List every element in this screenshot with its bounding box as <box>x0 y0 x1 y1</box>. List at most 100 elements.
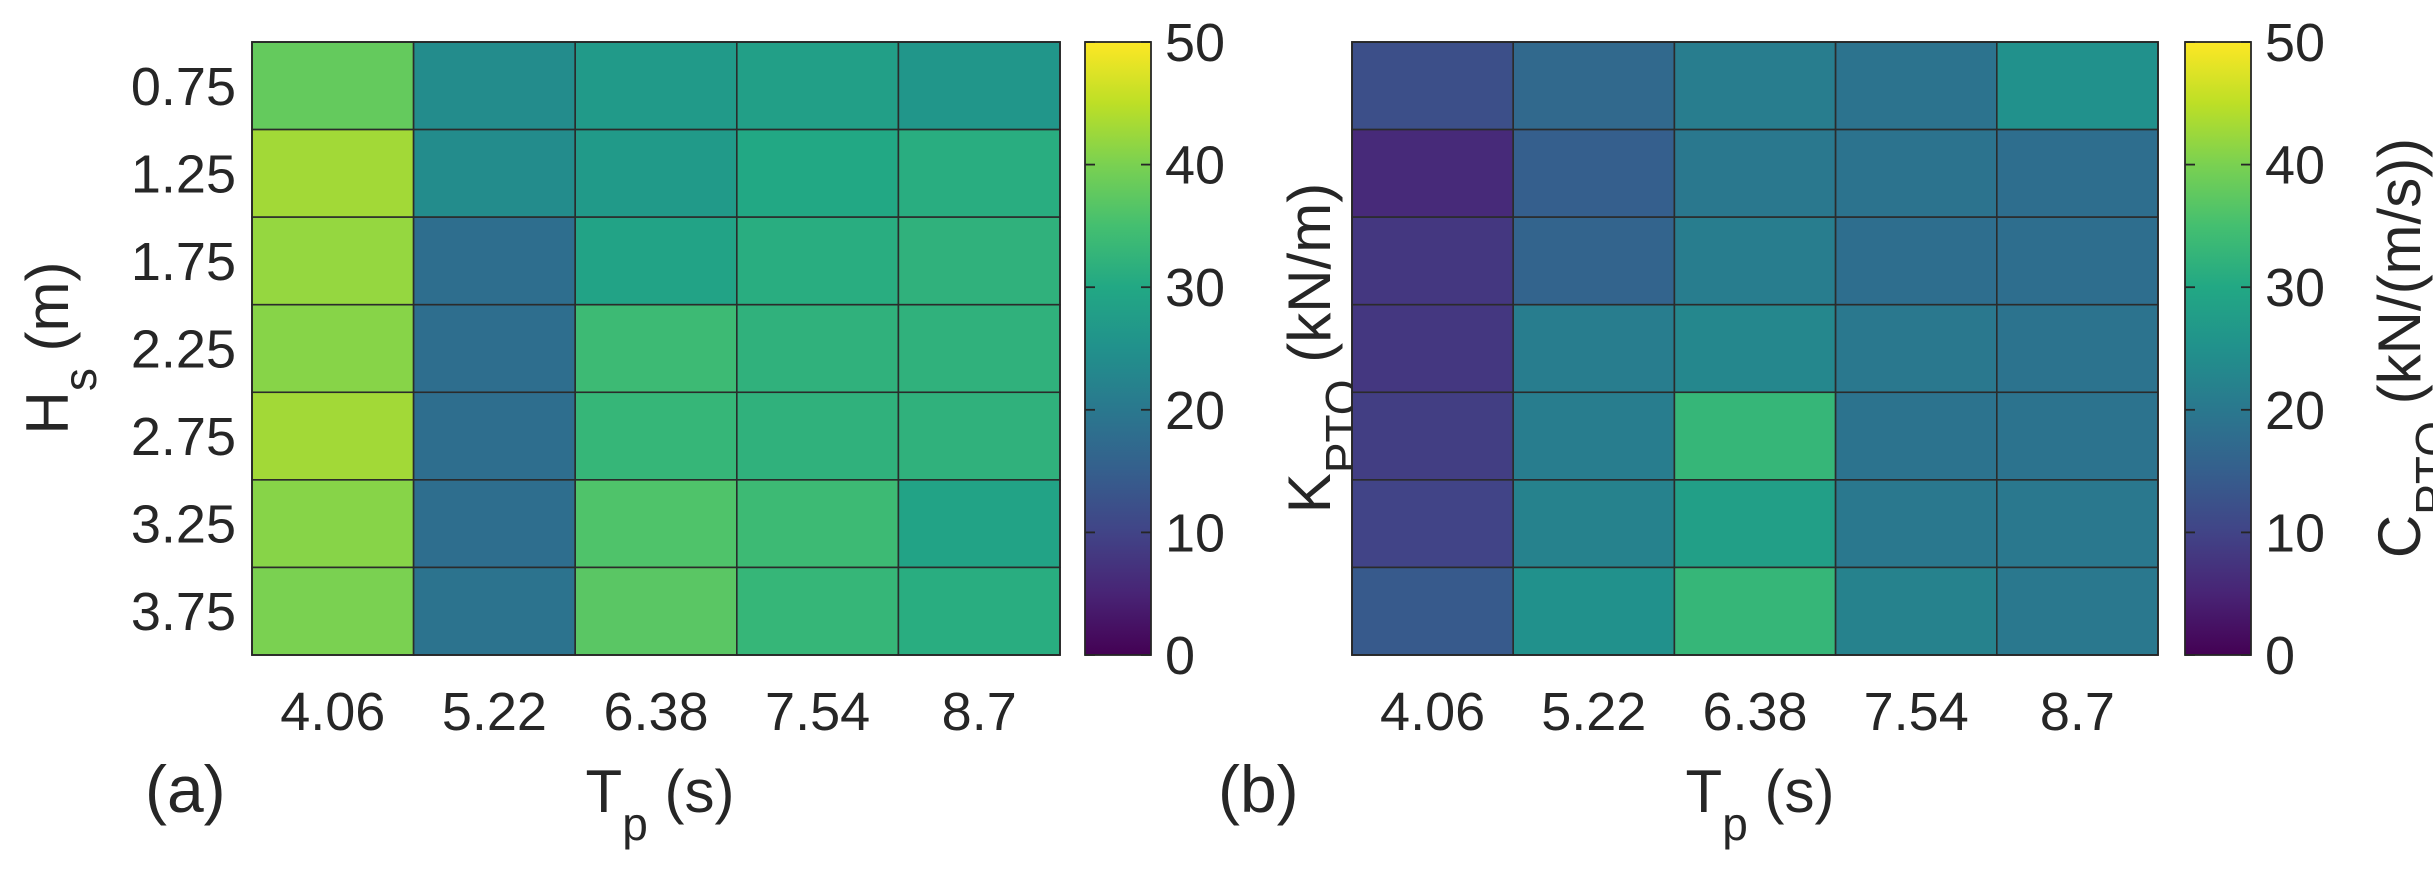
y-tick-label: 1.25 <box>131 144 236 204</box>
x-tick-label: 4.06 <box>280 682 385 742</box>
heatmap-cell <box>412 41 577 131</box>
heatmap-cell <box>1996 216 2159 306</box>
heatmap-cell <box>1673 216 1837 306</box>
heatmap-cell <box>1996 479 2159 569</box>
heatmap-cell <box>1996 41 2159 131</box>
heatmap-cell <box>251 216 415 306</box>
x-tick-label: 8.7 <box>942 682 1017 742</box>
heatmap-cell <box>1351 216 1514 306</box>
heatmap-cell <box>735 479 900 569</box>
colorbar-tick-label: 40 <box>1165 136 1225 196</box>
heatmap-cell <box>1512 216 1676 306</box>
y-tick-label: 2.25 <box>131 320 236 380</box>
heatmap-cell <box>735 391 900 481</box>
heatmap-cell <box>1351 391 1514 481</box>
heatmap-cell <box>412 566 577 656</box>
heatmap-cell <box>1673 391 1837 481</box>
heatmap-cell <box>574 391 738 481</box>
x-tick-label: 7.54 <box>765 682 870 742</box>
colorbar-tick-label: 10 <box>2265 503 2325 563</box>
x-tick-label: 5.22 <box>442 682 547 742</box>
heatmap-cell <box>251 303 415 394</box>
heatmap-cell <box>1996 128 2159 218</box>
heatmap-cell <box>1512 128 1676 218</box>
colorbar-label: CPTO (kN/(m/s)) <box>2366 138 2433 558</box>
heatmap-cell <box>1512 566 1676 656</box>
heatmap-cell <box>1512 41 1676 131</box>
colorbar-tick-label: 40 <box>2265 136 2325 196</box>
heatmap-cell <box>1834 303 1998 394</box>
colorbar <box>2184 41 2252 656</box>
heatmap-cell <box>574 303 738 394</box>
heatmap-cell <box>574 41 738 131</box>
heatmap-cell <box>1834 479 1998 569</box>
heatmap-cell <box>1834 391 1998 481</box>
y-tick-label: 3.75 <box>131 582 236 642</box>
x-tick-label: 6.38 <box>603 682 708 742</box>
heatmap-cell <box>412 128 577 218</box>
colorbar-tick-label: 50 <box>1165 13 1225 73</box>
y-tick-label: 1.75 <box>131 232 236 292</box>
heatmap-cell <box>735 303 900 394</box>
heatmap-cell <box>1351 303 1514 394</box>
heatmap-cell <box>735 128 900 218</box>
heatmap-cell <box>1996 391 2159 481</box>
panel-a: 4.06 5.22 6.38 7.54 8.7 0.75 1.25 1.75 2.25 2.75 3… <box>14 13 1368 850</box>
heatmap-cell <box>1512 479 1676 569</box>
heatmap-cell <box>1834 566 1998 656</box>
colorbar-tick-label: 20 <box>1165 381 1225 441</box>
heatmap-cell <box>1673 303 1837 394</box>
x-tick-label: 8.7 <box>2040 682 2115 742</box>
x-tick-label: 4.06 <box>1380 682 1485 742</box>
heatmap-cell <box>1834 216 1998 306</box>
heatmap-cell <box>1673 479 1837 569</box>
heatmap-cell <box>1351 566 1514 656</box>
colorbar-tick-label: 30 <box>1165 258 1225 318</box>
colorbar-tick-label: 50 <box>2265 13 2325 73</box>
heatmap-cell <box>897 303 1061 394</box>
heatmap-cell <box>1996 303 2159 394</box>
heatmap-cell <box>251 566 415 656</box>
heatmap-cell <box>1834 128 1998 218</box>
heatmap-cell <box>412 303 577 394</box>
heatmap-cell <box>735 566 900 656</box>
heatmap-cell <box>574 216 738 306</box>
heatmap-cell <box>1512 303 1676 394</box>
y-tick-label: 2.75 <box>131 407 236 467</box>
x-tick-label: 5.22 <box>1541 682 1646 742</box>
heatmap-cell <box>1351 128 1514 218</box>
heatmap-cell <box>251 479 415 569</box>
x-axis-label: Tp (s) <box>1686 758 1835 850</box>
x-axis-label: Tp (s) <box>586 758 735 850</box>
plot-frame <box>251 41 1061 656</box>
heatmap-cell <box>897 216 1061 306</box>
panel-label: (a) <box>145 752 226 826</box>
heatmap-cell <box>1512 391 1676 481</box>
y-tick-label: 3.25 <box>131 495 236 555</box>
heatmap-cell <box>897 41 1061 131</box>
heatmap-cell <box>1673 566 1837 656</box>
heatmap-cell <box>735 216 900 306</box>
heatmap-cell <box>251 391 415 481</box>
heatmap-cell <box>897 566 1061 656</box>
colorbar <box>1084 41 1152 656</box>
heatmap-cell <box>251 128 415 218</box>
heatmap-cell <box>574 128 738 218</box>
heatmap-cell <box>574 566 738 656</box>
heatmap-cell <box>1996 566 2159 656</box>
heatmap-cell <box>412 391 577 481</box>
colorbar-tick-label: 30 <box>2265 258 2325 318</box>
heatmap-cell <box>1834 41 1998 131</box>
colorbar-label: KPTO (kN/m) <box>1276 183 1368 513</box>
heatmap-cell <box>1673 128 1837 218</box>
plot-frame <box>1351 41 2159 656</box>
heatmap-cell <box>412 479 577 569</box>
x-tick-label: 6.38 <box>1702 682 1807 742</box>
heatmap-cell <box>897 128 1061 218</box>
colorbar-tick-label: 10 <box>1165 503 1225 563</box>
colorbar-tick-label: 20 <box>2265 381 2325 441</box>
heatmap-cell <box>897 479 1061 569</box>
heatmap-cell <box>1351 41 1514 131</box>
panel-label: (b) <box>1218 752 1299 826</box>
